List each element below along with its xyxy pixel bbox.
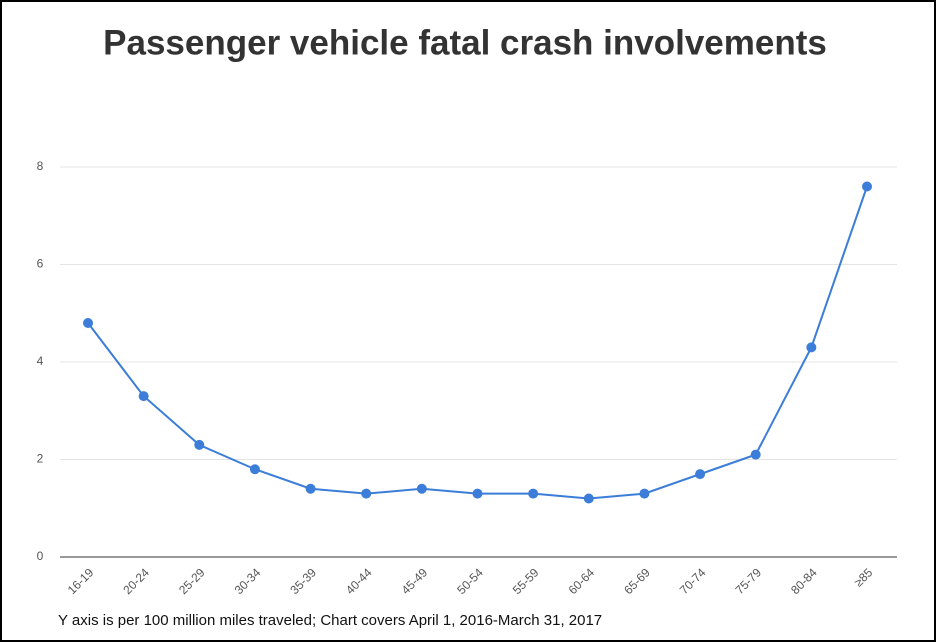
- data-point: [806, 342, 817, 353]
- chart-note: Y axis is per 100 million miles traveled…: [58, 612, 602, 629]
- data-point: [862, 181, 872, 192]
- y-tick-label: 0: [37, 549, 44, 563]
- data-point: [83, 318, 93, 328]
- data-point: [305, 483, 316, 494]
- y-tick-label: 8: [37, 159, 44, 173]
- y-tick-label: 4: [37, 354, 44, 368]
- data-point: [472, 488, 483, 499]
- data-point: [639, 488, 650, 499]
- y-tick-label: 6: [37, 257, 44, 271]
- y-tick-label: 2: [37, 452, 44, 466]
- data-point: [416, 483, 427, 494]
- data-point: [138, 391, 149, 402]
- data-point: [695, 469, 706, 480]
- data-point: [194, 439, 205, 450]
- data-point: [528, 488, 539, 499]
- data-point: [361, 488, 372, 499]
- data-point: [750, 449, 761, 460]
- chart-title: Passenger vehicle fatal crash involvemen…: [103, 23, 827, 62]
- data-point: [249, 464, 260, 475]
- data-point: [583, 493, 594, 504]
